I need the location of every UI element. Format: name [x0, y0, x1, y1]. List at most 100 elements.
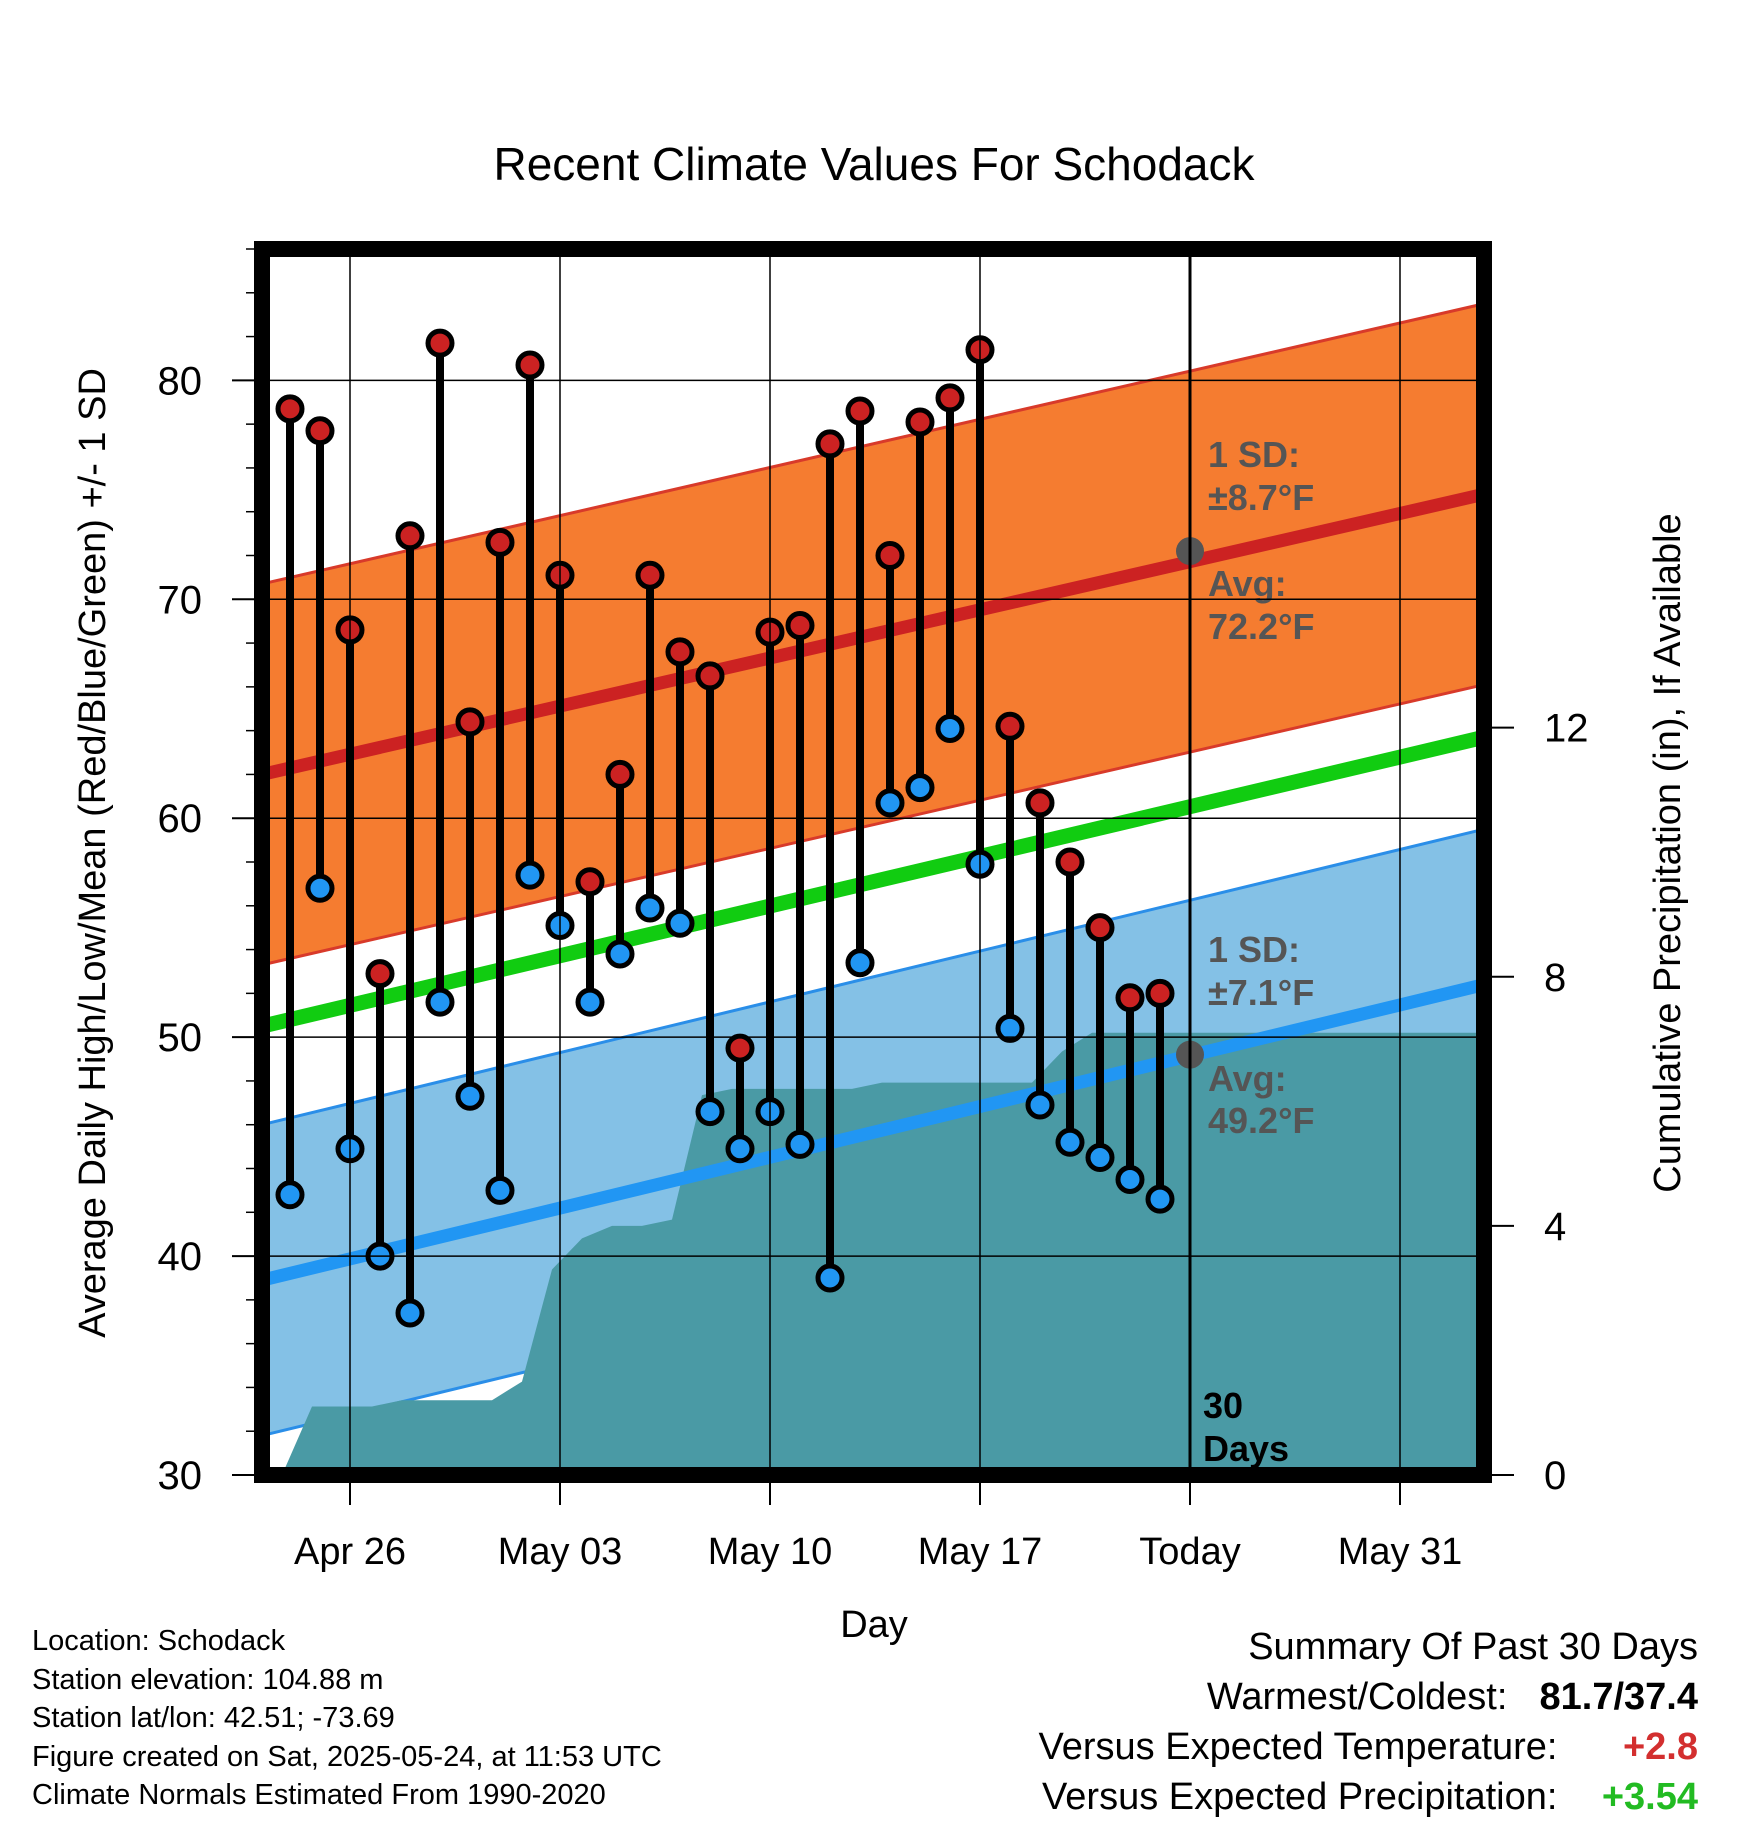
day-high-dot-29: [1145, 978, 1175, 1008]
x-tick-label-4: Today: [1139, 1531, 1240, 1573]
x-tick-label-0: Apr 26: [294, 1531, 406, 1573]
low-avg-value: 49.2°F: [1208, 1100, 1314, 1141]
day-low-dot-21: [905, 773, 935, 803]
y-axis-label: Average Daily High/Low/Mean (Red/Blue/Gr…: [72, 368, 114, 1338]
high-avg-label: Avg:: [1208, 563, 1287, 604]
warmest-value: 81.7/37.4: [1539, 1676, 1698, 1718]
day-low-dot-12: [635, 893, 665, 923]
warmest-row: Warmest/Coldest: 81.7/37.4: [1039, 1672, 1698, 1722]
day-high-dot-7: [485, 527, 515, 557]
day-high-dot-5: [425, 328, 455, 358]
y-tick-label-40: 40: [158, 1235, 203, 1279]
day-high-dot-8: [515, 350, 545, 380]
day-low-dot-6: [455, 1081, 485, 1111]
precip-label: Versus Expected Precipitation:: [1042, 1776, 1558, 1818]
normals-text: Climate Normals Estimated From 1990-2020: [32, 1779, 606, 1811]
low-sd-label: 1 SD:: [1208, 929, 1300, 970]
day-low-dot-29: [1145, 1184, 1175, 1214]
high-sd-upper-edge: [261, 302, 1485, 586]
day-low-dot-14: [695, 1097, 725, 1127]
x-tick-label-1: May 03: [498, 1531, 623, 1573]
day-high-dot-28: [1115, 983, 1145, 1013]
day-high-dot-3: [365, 959, 395, 989]
y2-tick-label-0: 0: [1544, 1454, 1566, 1498]
y2-tick-label-4: 4: [1544, 1205, 1566, 1249]
high-sd-value: ±8.7°F: [1208, 477, 1314, 518]
station-info: Location: Schodack Station elevation: 10…: [32, 1622, 662, 1815]
latlon-text: Station lat/lon: 42.51; -73.69: [32, 1702, 395, 1734]
day-high-dot-12: [635, 560, 665, 590]
temp-row: Versus Expected Temperature: +2.8: [1039, 1722, 1698, 1772]
day-high-dot-20: [875, 541, 905, 570]
day-high-dot-1: [305, 416, 335, 446]
summary-panel: Summary Of Past 30 Days Warmest/Coldest:…: [1039, 1622, 1698, 1822]
day-low-dot-11: [605, 939, 635, 969]
x-tick-label-2: May 10: [708, 1531, 833, 1573]
day-low-dot-7: [485, 1175, 515, 1205]
day-high-dot-22: [935, 383, 965, 413]
day-high-dot-27: [1085, 913, 1115, 943]
x-tick-label-5: May 31: [1338, 1531, 1463, 1573]
y-tick-label-80: 80: [158, 359, 203, 403]
low-sd-upper-edge: [261, 827, 1485, 1127]
y2-axis-label: Cumulative Precipitation (in), If Availa…: [1647, 513, 1689, 1192]
day-high-dot-24: [995, 711, 1025, 741]
day-low-dot-1: [305, 873, 335, 903]
days-count: 30: [1203, 1385, 1243, 1426]
y-tick-label-70: 70: [158, 578, 203, 622]
summary-title: Summary Of Past 30 Days: [1248, 1626, 1698, 1668]
y2-tick-label-8: 8: [1544, 956, 1566, 1000]
day-high-dot-11: [605, 759, 635, 789]
normal-mean-line: [260, 729, 1486, 1034]
day-high-dot-0: [275, 394, 305, 424]
warmest-label: Warmest/Coldest:: [1206, 1676, 1508, 1718]
chart-title: Recent Climate Values For Schodack: [493, 138, 1255, 190]
precip-area: [282, 1032, 1484, 1475]
day-high-dot-13: [665, 637, 695, 667]
elevation-text: Station elevation: 104.88 m: [32, 1663, 384, 1696]
day-low-dot-22: [935, 713, 965, 743]
temp-value: +2.8: [1622, 1726, 1698, 1768]
day-low-dot-19: [845, 948, 875, 978]
x-tick-label-3: May 17: [918, 1531, 1043, 1573]
days-label: Days: [1203, 1428, 1289, 1469]
day-high-dot-17: [785, 611, 815, 641]
high-sd-lower-edge: [261, 683, 1485, 967]
y2-tick-label-12: 12: [1544, 707, 1589, 751]
day-low-dot-8: [515, 860, 545, 890]
day-low-dot-18: [815, 1263, 845, 1293]
x-axis-label: Day: [840, 1604, 908, 1646]
precip-row: Versus Expected Precipitation: +3.54: [1039, 1772, 1698, 1822]
day-high-dot-15: [725, 1033, 755, 1063]
day-high-dot-25: [1025, 788, 1055, 818]
y-tick-label-30: 30: [158, 1454, 203, 1498]
day-low-dot-28: [1115, 1164, 1145, 1194]
day-high-dot-21: [905, 407, 935, 437]
day-high-dot-4: [395, 521, 425, 551]
day-high-dot-14: [695, 661, 725, 691]
high-sd-label: 1 SD:: [1208, 434, 1300, 475]
day-low-dot-15: [725, 1134, 755, 1164]
day-low-dot-10: [575, 987, 605, 1017]
day-low-dot-0: [275, 1180, 305, 1210]
day-low-dot-24: [995, 1013, 1025, 1043]
low-avg-label: Avg:: [1208, 1058, 1287, 1099]
temp-label: Versus Expected Temperature:: [1038, 1726, 1558, 1768]
day-high-dot-6: [455, 707, 485, 737]
day-low-dot-5: [425, 987, 455, 1017]
day-low-dot-20: [875, 788, 905, 818]
day-low-dot-26: [1055, 1127, 1085, 1157]
day-low-dot-25: [1025, 1090, 1055, 1120]
day-high-dot-19: [845, 396, 875, 426]
location-text: Location: Schodack: [32, 1625, 286, 1657]
day-high-dot-18: [815, 429, 845, 459]
precip-value: +3.54: [1601, 1776, 1698, 1818]
day-high-dot-26: [1055, 847, 1085, 877]
y-tick-label-50: 50: [158, 1016, 203, 1060]
day-high-dot-10: [575, 867, 605, 897]
day-low-dot-13: [665, 908, 695, 938]
day-low-dot-4: [395, 1298, 425, 1328]
low-sd-value: ±7.1°F: [1208, 972, 1314, 1013]
high-avg-value: 72.2°F: [1208, 606, 1314, 647]
